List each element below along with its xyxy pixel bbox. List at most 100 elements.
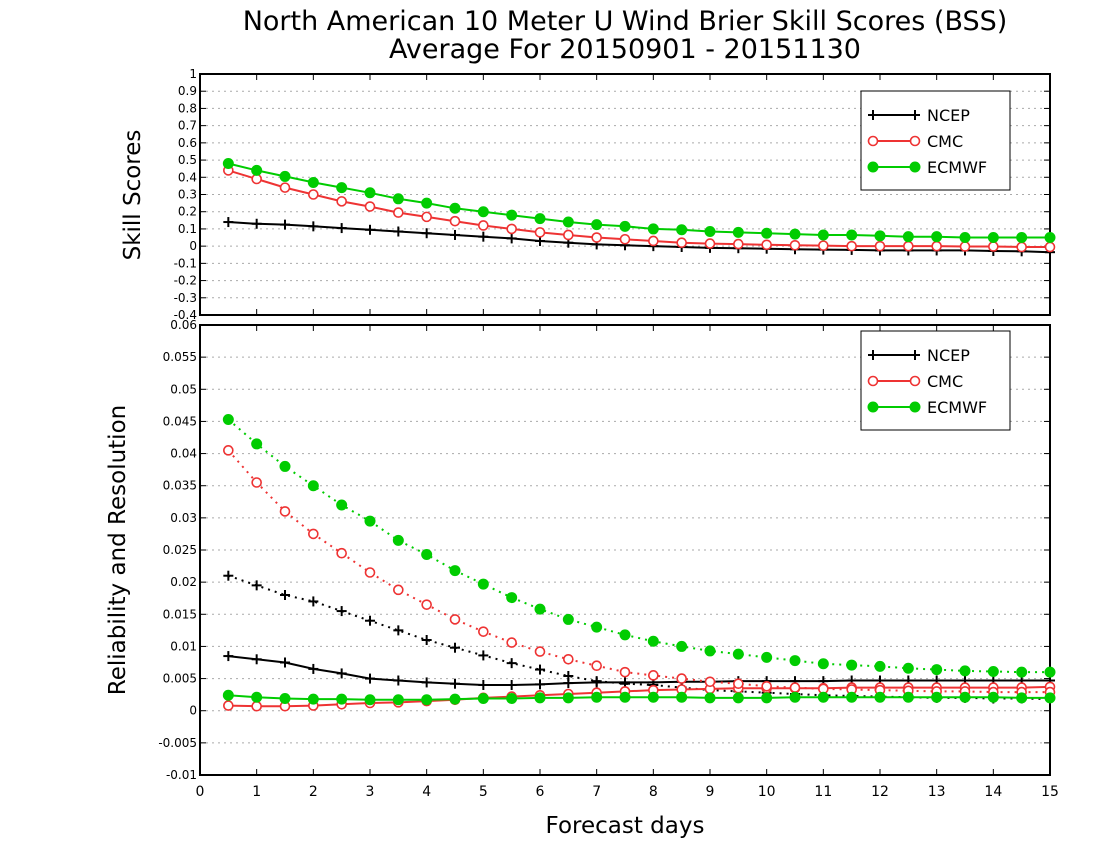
data-point	[478, 220, 489, 231]
legend-marker	[867, 135, 879, 147]
data-point	[647, 635, 659, 647]
data-point	[222, 689, 234, 701]
x-tick-label: 0	[196, 784, 205, 800]
data-point	[761, 651, 773, 663]
y-tick-label: 0.3	[178, 188, 197, 202]
data-point	[789, 682, 801, 693]
data-point	[591, 232, 602, 243]
y-tick-label: 0.03	[170, 511, 197, 525]
data-point	[959, 232, 971, 244]
data-point	[223, 651, 234, 662]
y-tick-label: 0.005	[163, 672, 197, 686]
data-point	[421, 599, 432, 610]
legend: NCEP CMC ECMWF	[860, 330, 1011, 431]
data-point	[1016, 666, 1028, 678]
data-point	[223, 217, 234, 228]
data-point	[421, 694, 433, 706]
legend-marker	[909, 161, 921, 173]
data-point	[449, 693, 461, 705]
data-point	[732, 226, 744, 238]
y-tick-label: 0.01	[170, 639, 197, 653]
data-point	[506, 693, 518, 704]
data-point	[563, 671, 574, 681]
legend-marker	[909, 375, 921, 387]
y-tick-label: 0.06	[170, 318, 197, 332]
y-tick-label: -0.2	[174, 274, 197, 288]
y-tick-label: 0.05	[170, 382, 197, 396]
data-point	[222, 158, 234, 170]
legend-entry-ncep: NCEP	[868, 106, 970, 125]
data-point	[874, 230, 886, 242]
data-point	[279, 182, 291, 193]
data-point	[364, 201, 376, 212]
data-point	[421, 549, 433, 560]
data-point	[223, 445, 234, 456]
data-point	[676, 237, 687, 248]
data-point	[279, 460, 291, 472]
y-tick-label: 0.8	[178, 101, 197, 115]
data-point	[251, 580, 262, 591]
data-point	[647, 691, 659, 703]
y-tick-label: 0.7	[178, 119, 197, 133]
data-point	[733, 238, 744, 250]
data-point	[902, 231, 914, 243]
data-point	[280, 657, 290, 668]
data-point	[959, 241, 971, 252]
series-unnamed-3	[223, 445, 1056, 698]
data-point	[534, 213, 546, 225]
data-point	[449, 565, 461, 577]
data-point	[421, 228, 432, 239]
legend-label: NCEP	[927, 106, 970, 125]
data-point	[591, 676, 602, 687]
data-point	[1044, 241, 1056, 253]
data-point	[421, 677, 432, 688]
y-tick-label: -0.01	[166, 768, 197, 782]
data-point	[251, 700, 262, 712]
data-point	[450, 678, 460, 689]
series-ecmwf	[222, 158, 1056, 244]
data-point	[988, 241, 999, 252]
data-point	[392, 694, 404, 706]
data-point	[307, 176, 319, 188]
data-point	[364, 567, 376, 578]
y-tick-label: 0.5	[178, 153, 197, 167]
x-tick-label: 14	[984, 784, 1002, 800]
chart-subtitle: Average For 20150901 - 20151130	[389, 34, 861, 65]
data-point	[846, 240, 857, 252]
x-tick-label: 10	[758, 784, 776, 800]
data-point	[336, 668, 347, 679]
data-point	[931, 691, 943, 703]
y-tick-label: 1	[189, 67, 197, 81]
series-ecmwf	[222, 689, 1056, 706]
legend-entry-ecmwf: ECMWF	[867, 398, 987, 417]
data-point	[251, 164, 263, 176]
data-point	[562, 613, 574, 625]
bottom-panel: -0.01 -0.005 0 0.005 0.01 0.015 0.02 0.025 0.03 0…	[158, 318, 1059, 800]
legend-entry-ncep: NCEP	[868, 346, 970, 365]
data-point	[902, 691, 914, 703]
data-point	[676, 640, 688, 652]
data-point	[676, 691, 688, 703]
data-point	[392, 534, 404, 546]
data-point	[307, 693, 319, 705]
data-point	[1044, 666, 1056, 678]
data-point	[818, 240, 829, 251]
data-point	[449, 215, 461, 227]
x-tick-label: 6	[536, 784, 545, 800]
data-point	[817, 229, 829, 241]
data-point	[704, 692, 716, 704]
data-point	[336, 547, 347, 559]
data-point	[987, 691, 999, 703]
x-tick-label: 8	[649, 784, 658, 800]
top-panel: -0.4 -0.3 -0.2 -0.1 0 0.1 0.2 0.3 0.4 0.5 0.6 0.7 0.…	[174, 67, 1056, 322]
x-tick-label: 15	[1041, 784, 1059, 800]
data-point	[364, 694, 376, 706]
data-point	[336, 606, 347, 617]
y-tick-label: -0.005	[158, 736, 197, 750]
data-point	[506, 233, 517, 244]
data-point	[931, 231, 943, 243]
data-point	[336, 182, 348, 194]
top-y-axis-label: Skill Scores	[120, 130, 146, 261]
data-point	[535, 664, 545, 675]
data-point	[817, 691, 829, 703]
